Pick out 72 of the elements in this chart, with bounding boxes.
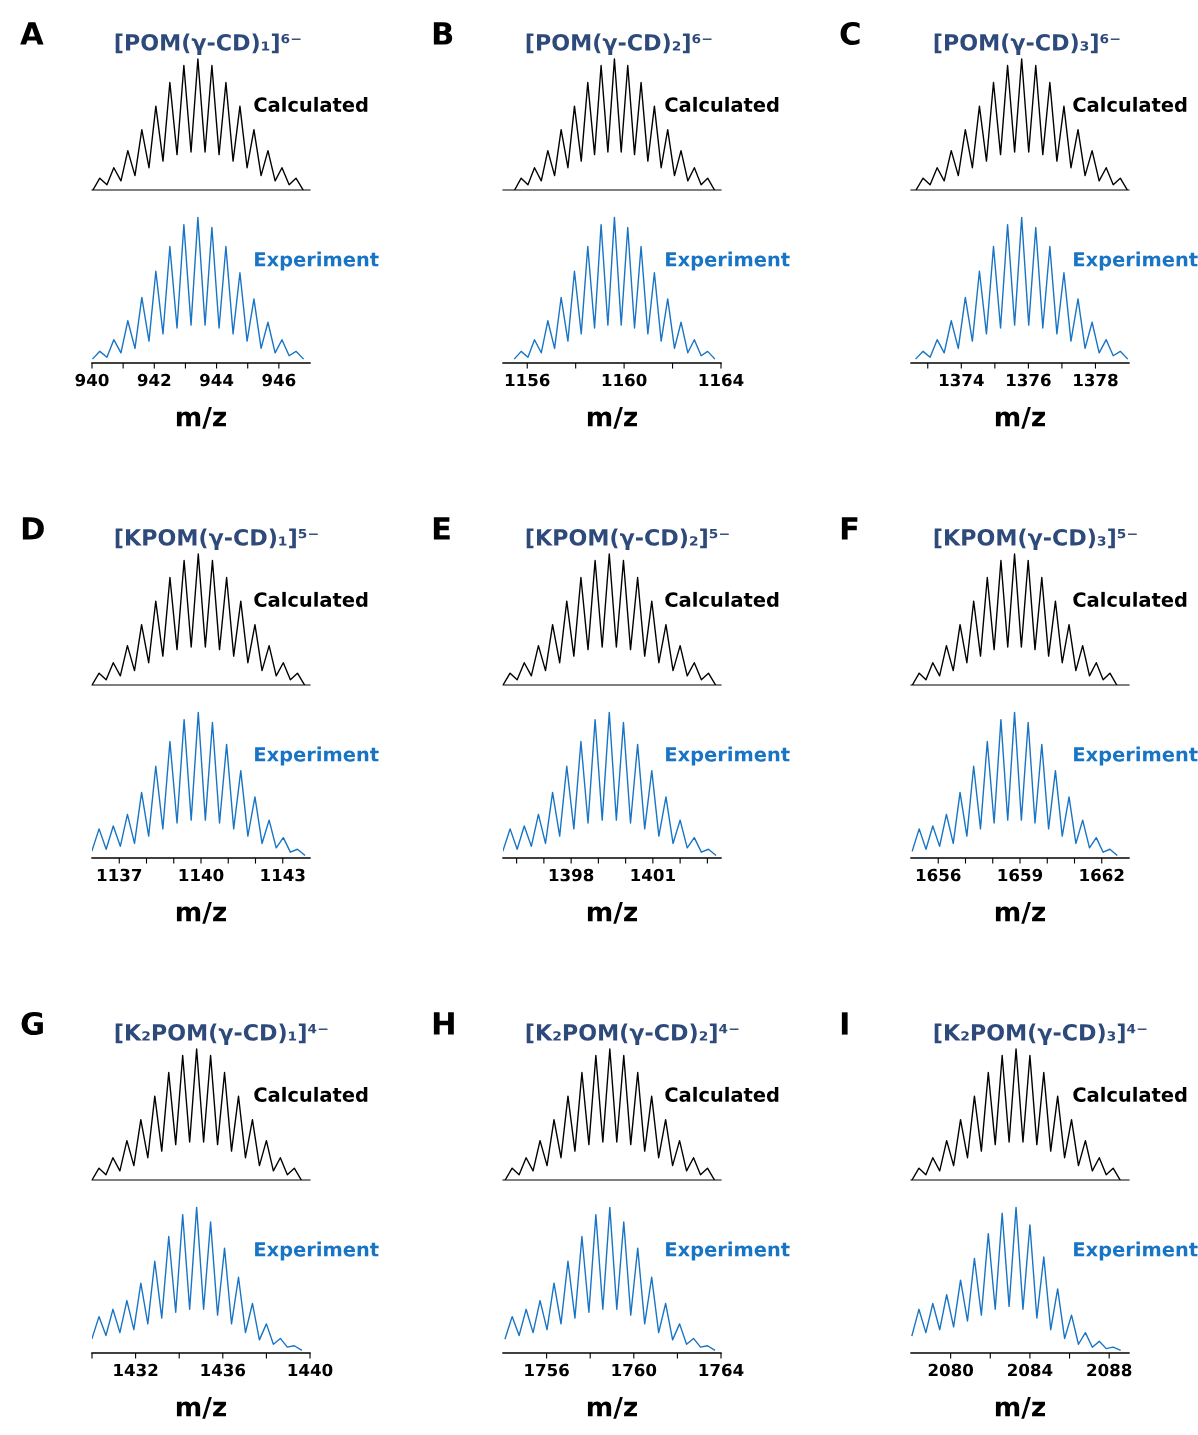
text: F	[841, 517, 858, 540]
chart-title: [KPOM(γ-CD)₃]⁵⁻	[934, 528, 1137, 550]
x-axis-title: m/z	[995, 1397, 1045, 1419]
x-tick-label: 940	[75, 373, 109, 387]
chart-title: [KPOM(γ-CD)₂]⁵⁻	[526, 528, 729, 550]
text: I	[841, 1012, 848, 1035]
series-label: Experiment	[666, 1241, 790, 1261]
series-label: Calculated	[254, 591, 368, 607]
x-tick-label: 1764	[699, 1363, 744, 1377]
x-tick-label: 1440	[288, 1363, 333, 1377]
chart-title: [K₂POM(γ-CD)₁]⁴⁻	[115, 1023, 328, 1045]
x-tick-label: 1398	[549, 868, 594, 882]
x-tick-label: 2080	[928, 1363, 974, 1377]
x-tick-label: 2088	[1087, 1363, 1132, 1377]
chart-title: [KPOM(γ-CD)₁]⁵⁻	[115, 528, 318, 550]
series-label: Experiment	[255, 746, 379, 766]
x-tick-label: 1659	[998, 868, 1043, 882]
text: C	[840, 21, 860, 46]
x-tick-label: 944	[200, 373, 234, 387]
series-label: Experiment	[1074, 1241, 1198, 1261]
x-axis-title: m/z	[587, 407, 637, 429]
x-axis-title: m/z	[995, 407, 1045, 429]
chart-title: [POM(γ-CD)₃]⁶⁻	[934, 33, 1120, 55]
series-label: Experiment	[1074, 746, 1198, 766]
text: B	[433, 22, 453, 45]
text: A	[20, 22, 44, 45]
x-tick-label: 1756	[525, 1363, 569, 1377]
text: G	[21, 1011, 43, 1036]
x-tick-label: 1140	[179, 868, 224, 882]
x-tick-label: 1662	[1080, 868, 1124, 882]
chart-title: [K₂POM(γ-CD)₃]⁴⁻	[934, 1023, 1147, 1045]
series-label: Calculated	[254, 1086, 368, 1102]
series-label: Experiment	[255, 251, 379, 271]
x-tick-label: 1432	[114, 1363, 158, 1377]
x-tick-label: 1137	[97, 868, 142, 882]
x-tick-label: 946	[262, 373, 296, 387]
x-tick-label: 1160	[602, 373, 647, 387]
x-tick-label: 1378	[1074, 373, 1118, 387]
series-label: Calculated	[665, 591, 779, 607]
x-tick-label: 942	[137, 373, 171, 387]
series-label: Experiment	[1074, 251, 1198, 271]
x-tick-label: 1376	[1007, 373, 1051, 387]
chart-title: [POM(γ-CD)₂]⁶⁻	[526, 33, 712, 55]
series-label: Calculated	[665, 1086, 779, 1102]
x-tick-label: 1656	[916, 868, 961, 882]
x-axis-title: m/z	[176, 1397, 226, 1419]
series-label: Experiment	[666, 746, 790, 766]
text: E	[433, 517, 450, 540]
x-tick-label: 1436	[201, 1363, 246, 1377]
text: D	[22, 517, 44, 540]
series-label: Calculated	[665, 96, 779, 112]
x-tick-label: 1164	[699, 373, 744, 387]
series-label: Calculated	[254, 96, 368, 112]
series-label: Calculated	[1073, 1086, 1187, 1102]
x-tick-label: 1401	[631, 868, 675, 882]
chart-title: [K₂POM(γ-CD)₂]⁴⁻	[526, 1023, 739, 1045]
series-label: Experiment	[255, 1241, 379, 1261]
series-label: Calculated	[1073, 591, 1187, 607]
x-axis-title: m/z	[176, 902, 226, 924]
x-tick-label: 1143	[261, 868, 305, 882]
series-label: Experiment	[666, 251, 790, 271]
x-axis-title: m/z	[176, 407, 226, 429]
x-axis-title: m/z	[587, 902, 637, 924]
text: H	[433, 1012, 454, 1035]
x-axis-title: m/z	[587, 1397, 637, 1419]
chart-title: [POM(γ-CD)₁]⁶⁻	[115, 33, 301, 55]
x-tick-label: 1374	[940, 373, 984, 387]
series-label: Calculated	[1073, 96, 1187, 112]
x-tick-label: 2084	[1008, 1363, 1053, 1377]
x-tick-label: 1760	[612, 1363, 657, 1377]
x-tick-label: 1156	[505, 373, 550, 387]
x-axis-title: m/z	[995, 902, 1045, 924]
